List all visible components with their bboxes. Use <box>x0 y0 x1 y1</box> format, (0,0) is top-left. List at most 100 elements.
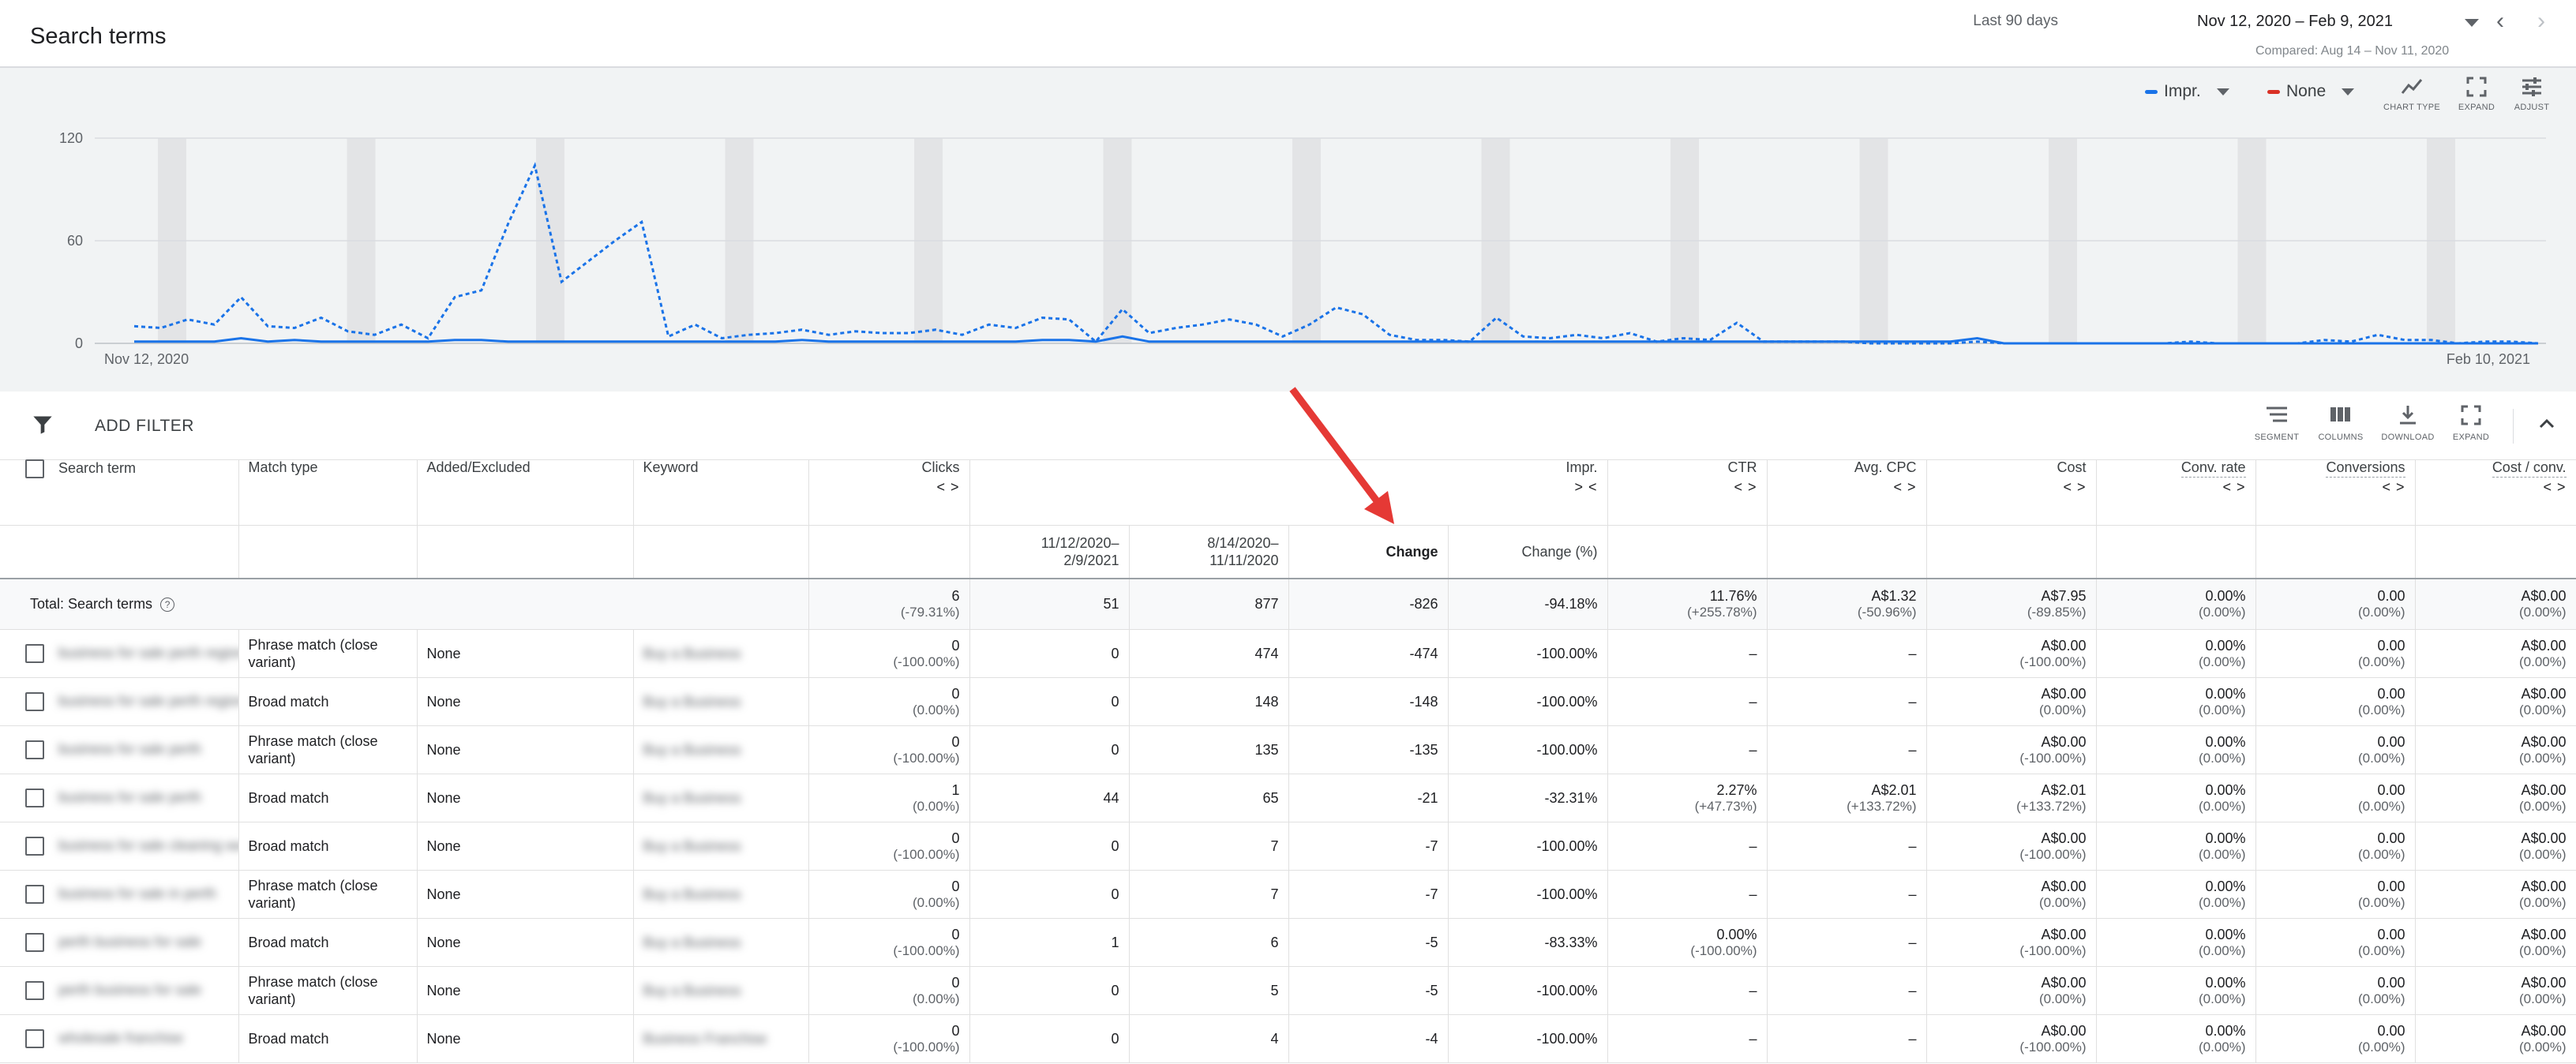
select-all-checkbox[interactable] <box>25 459 44 478</box>
search-term-text[interactable]: business for sale perth region <box>58 692 238 709</box>
date-dropdown-icon[interactable] <box>2465 19 2479 27</box>
keyword-text[interactable]: Buy a Business <box>643 741 741 758</box>
collapse-compare-icon[interactable]: > < <box>1574 479 1598 495</box>
search-term-text[interactable]: business for sale perth region <box>58 644 238 661</box>
chart-expand-button[interactable]: EXPAND <box>2445 76 2508 112</box>
expand-compare-icon[interactable]: < > <box>1734 479 1757 495</box>
col-impr-period2[interactable]: 8/14/2020– 11/11/2020 <box>1129 525 1289 579</box>
col-impr[interactable]: Impr. > < <box>969 459 1608 526</box>
row-checkbox[interactable] <box>25 885 44 904</box>
search-term-cell[interactable]: perth business for sale <box>0 966 239 1015</box>
keyword-text[interactable]: Buy a Business <box>643 789 741 806</box>
col-cost-conv[interactable]: Cost / conv. < > <box>2415 459 2576 526</box>
search-term-cell[interactable]: business for sale perth region <box>0 629 239 678</box>
table-row[interactable]: wholesale franchise Broad match None Busine… <box>0 1014 2576 1063</box>
search-term-cell[interactable]: business for sale cleaning wa <box>0 822 239 871</box>
col-impr-period1[interactable]: 11/12/2020– 2/9/2021 <box>969 525 1130 579</box>
search-term-text[interactable]: perth business for sale <box>58 933 202 950</box>
download-button[interactable]: DOWNLOAD <box>2376 404 2439 442</box>
chart-adjust-button[interactable]: ADJUST <box>2500 76 2563 112</box>
metric1-label: Impr. <box>2164 82 2201 100</box>
table-row[interactable]: business for sale perth Broad match None Bu… <box>0 774 2576 822</box>
change: (0.00%) <box>2357 605 2405 620</box>
search-term-text[interactable]: business for sale perth <box>58 789 202 805</box>
expand-compare-icon[interactable]: < > <box>2382 479 2405 495</box>
filter-icon[interactable] <box>32 414 54 440</box>
table-row[interactable]: business for sale in perth Phrase match (… <box>0 870 2576 919</box>
help-icon[interactable]: ? <box>160 598 175 613</box>
col-search-term[interactable]: Search term <box>0 459 239 526</box>
table-row[interactable]: perth business for sale Broad match None Bu… <box>0 918 2576 967</box>
col-keyword[interactable]: Keyword <box>633 459 809 526</box>
keyword-text[interactable]: Buy a Business <box>643 886 741 902</box>
search-term-cell[interactable]: business for sale in perth <box>0 870 239 919</box>
keyword-text[interactable]: Buy a Business <box>643 645 741 661</box>
toolbar-divider <box>2513 409 2514 444</box>
keyword-text[interactable]: Buy a Business <box>643 934 741 950</box>
row-checkbox[interactable] <box>25 837 44 856</box>
chart-type-button[interactable]: CHART TYPE <box>2380 76 2443 112</box>
expand-compare-icon[interactable]: < > <box>2063 479 2087 495</box>
row-checkbox[interactable] <box>25 1029 44 1048</box>
search-term-text[interactable]: business for sale in perth <box>58 885 217 901</box>
impr-change-pct-cell: -100.00% <box>1448 629 1608 678</box>
expand-compare-icon[interactable]: < > <box>2543 479 2567 495</box>
table-expand-button[interactable]: EXPAND <box>2439 404 2503 442</box>
table-row[interactable]: business for sale perth Phrase match (clo… <box>0 725 2576 774</box>
row-checkbox[interactable] <box>25 789 44 807</box>
search-term-cell[interactable]: business for sale perth region <box>0 677 239 726</box>
search-term-cell[interactable]: perth business for sale <box>0 918 239 967</box>
collapse-icon[interactable] <box>2537 415 2556 435</box>
table-row[interactable]: business for sale perth region Broad matc… <box>0 677 2576 726</box>
row-checkbox[interactable] <box>25 981 44 1000</box>
line-chart-icon <box>2380 76 2443 103</box>
row-checkbox[interactable] <box>25 692 44 711</box>
date-range-selector[interactable]: Nov 12, 2020 – Feb 9, 2021 <box>2197 13 2393 30</box>
expand-compare-icon[interactable]: < > <box>1893 479 1917 495</box>
col-ctr[interactable]: CTR < > <box>1607 459 1768 526</box>
col-impr-change[interactable]: Change <box>1288 525 1449 579</box>
col-conv-rate[interactable]: Conv. rate < > <box>2096 459 2256 526</box>
metric1-selector[interactable]: Impr. <box>2145 82 2229 101</box>
expand-compare-icon[interactable]: < > <box>936 479 960 495</box>
row-checkbox[interactable] <box>25 644 44 663</box>
search-term-text[interactable]: business for sale perth <box>58 740 202 757</box>
keyword-text[interactable]: Business Franchise <box>643 1030 767 1047</box>
search-term-text[interactable]: perth business for sale <box>58 981 202 998</box>
col-avg-cpc[interactable]: Avg. CPC < > <box>1767 459 1927 526</box>
segment-button[interactable]: SEGMENT <box>2245 404 2308 442</box>
search-term-cell[interactable]: wholesale franchise <box>0 1014 239 1063</box>
table-row[interactable]: perth business for sale Phrase match (clo… <box>0 966 2576 1015</box>
add-filter-button[interactable]: ADD FILTER <box>95 417 194 435</box>
value: – <box>1908 934 1917 950</box>
col-clicks[interactable]: Clicks < > <box>808 459 970 526</box>
columns-button[interactable]: COLUMNS <box>2309 404 2372 442</box>
search-term-cell[interactable]: business for sale perth <box>0 725 239 774</box>
change: (0.00%) <box>2518 605 2567 620</box>
value: 2.27% <box>1716 781 1757 798</box>
expand-compare-icon[interactable]: < > <box>2222 479 2246 495</box>
col-impr-change-pct[interactable]: Change (%) <box>1448 525 1608 579</box>
chevron-left-icon[interactable]: ‹ <box>2496 8 2504 34</box>
col-added-excluded[interactable]: Added/Excluded <box>417 459 634 526</box>
col-conversions[interactable]: Conversions < > <box>2255 459 2416 526</box>
col-match-type[interactable]: Match type <box>238 459 418 526</box>
metric2-selector[interactable]: None <box>2267 82 2355 101</box>
keyword-text[interactable]: Buy a Business <box>643 837 741 854</box>
search-term-cell[interactable]: business for sale perth <box>0 774 239 822</box>
col-cost[interactable]: Cost < > <box>1926 459 2097 526</box>
table-row[interactable]: business for sale perth region Phrase mat… <box>0 629 2576 678</box>
keyword-text[interactable]: Buy a Business <box>643 693 741 710</box>
search-term-text[interactable]: wholesale franchise <box>58 1029 184 1046</box>
row-checkbox[interactable] <box>25 933 44 952</box>
change: (0.00%) <box>2518 991 2567 1006</box>
cost-conv-cell: A$0.00 (0.00%) <box>2415 629 2576 678</box>
impr-change-cell: -4 <box>1288 1014 1449 1063</box>
change: (0.00%) <box>2357 798 2405 814</box>
table-row[interactable]: business for sale cleaning wa Broad match… <box>0 822 2576 871</box>
keyword-text[interactable]: Buy a Business <box>643 982 741 998</box>
value: A$2.01 <box>2041 781 2087 798</box>
search-term-text[interactable]: business for sale cleaning wa <box>58 837 238 853</box>
row-checkbox[interactable] <box>25 740 44 759</box>
chevron-right-icon[interactable]: › <box>2537 8 2545 34</box>
